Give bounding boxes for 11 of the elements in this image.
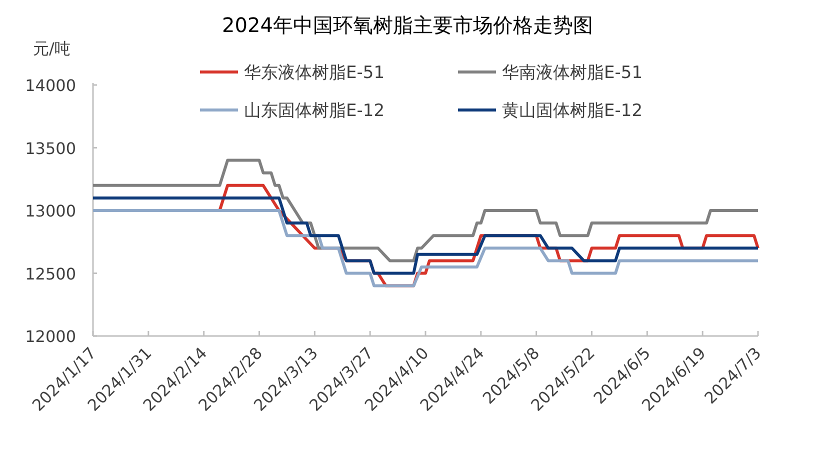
y-tick-label: 12000 <box>25 327 76 346</box>
y-tick-label: 13000 <box>25 202 76 220</box>
y-tick-label: 12500 <box>25 264 76 284</box>
y-axis-title: 元/吨 <box>33 39 70 58</box>
legend-label: 山东固体树脂E-12 <box>244 101 385 121</box>
legend-label: 华南液体树脂E-51 <box>502 63 643 83</box>
legend-label: 华东液体树脂E-51 <box>244 63 385 83</box>
legend-label: 黄山固体树脂E-12 <box>502 101 643 121</box>
chart-title: 2024年中国环氧树脂主要市场价格走势图 <box>222 13 593 37</box>
y-tick-label: 14000 <box>25 76 76 95</box>
y-tick-label: 13500 <box>25 138 76 158</box>
